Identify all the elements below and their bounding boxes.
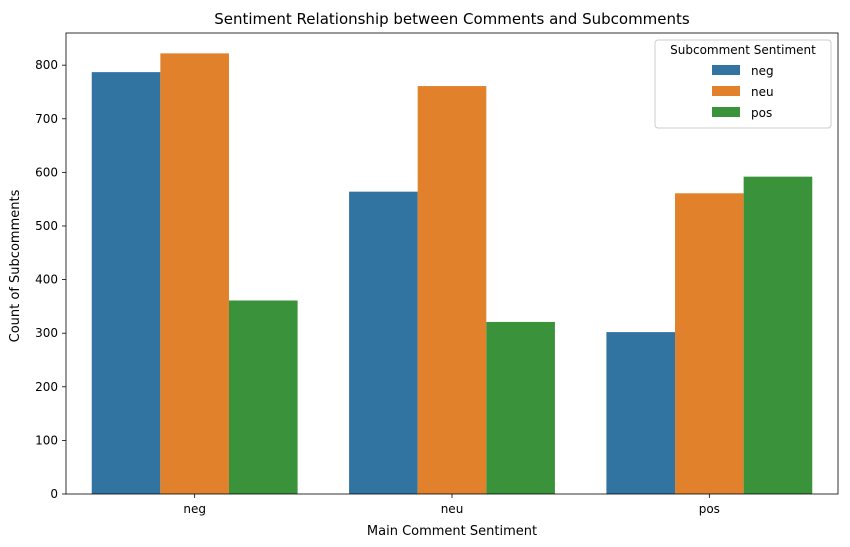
y-tick-label-0: 0	[50, 487, 58, 501]
legend-label-neg: neg	[751, 64, 774, 78]
y-tick-label-500: 500	[35, 219, 58, 233]
y-tick-label-600: 600	[35, 165, 58, 179]
bar-neu-pos	[486, 321, 555, 494]
bar-neu-neg	[349, 191, 418, 495]
bar-neu-neu	[417, 86, 487, 494]
legend-title: Subcomment Sentiment	[670, 43, 816, 57]
legend-label-pos: pos	[751, 106, 772, 120]
legend-label-neu: neu	[751, 85, 774, 99]
bar-neg-pos	[228, 300, 298, 494]
y-tick-label-400: 400	[35, 273, 58, 287]
bar-pos-neu	[675, 193, 744, 494]
legend: Subcomment Sentiment neg neu pos	[654, 39, 832, 129]
bar-pos-neg	[606, 332, 676, 494]
axes: neg neu pos 0 100 200 300 400 500 600 700 800	[35, 32, 839, 516]
y-tick-label-300: 300	[35, 326, 58, 340]
y-tick-label-100: 100	[35, 433, 58, 447]
bar-neg-neg	[91, 72, 161, 494]
plot-area	[91, 53, 813, 495]
bar-neg-neu	[160, 53, 229, 495]
y-tick-label-700: 700	[35, 112, 58, 126]
x-tick-label-pos: pos	[699, 502, 720, 516]
x-tick-label-neu: neu	[441, 502, 464, 516]
y-axis-label: Count of Subcomments	[8, 189, 23, 342]
chart-title: Sentiment Relationship between Comments …	[214, 10, 690, 28]
legend-swatch-neg	[712, 65, 740, 75]
legend-swatch-neu	[712, 86, 740, 96]
bar-pos-pos	[743, 176, 813, 494]
y-tick-label-800: 800	[35, 58, 58, 72]
legend-swatch-pos	[712, 107, 740, 117]
y-tick-label-200: 200	[35, 380, 58, 394]
plot-frame	[65, 32, 839, 495]
x-axis-label: Main Comment Sentiment	[367, 524, 537, 539]
legend-frame	[654, 39, 832, 129]
x-tick-label-neg: neg	[183, 502, 206, 516]
